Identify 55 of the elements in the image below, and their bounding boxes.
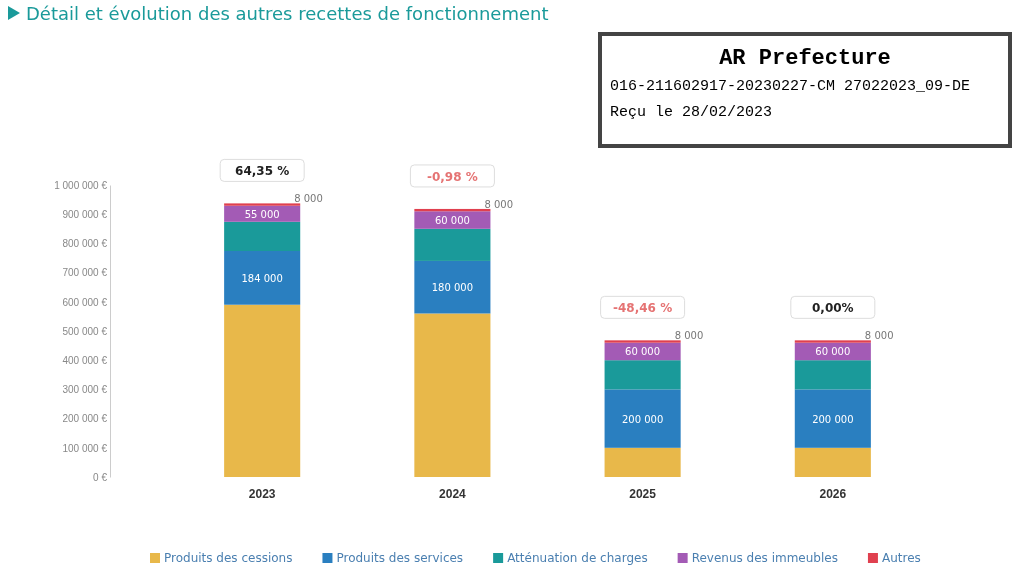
y-tick-label: 500 000 € [62, 325, 108, 337]
text: 016-211602917-20230227-CM 27022023_09-DE [610, 78, 971, 95]
data-label: 200 000 [621, 413, 664, 425]
y-tick-label: 0 € [93, 471, 108, 483]
x-tick-label: 2023 [248, 487, 276, 501]
annotation: -0,98 % [426, 169, 478, 184]
y-tick-label: 600 000 € [62, 296, 108, 308]
x-tick-label: 2024 [439, 487, 467, 501]
annotation: -48,46 % [613, 301, 673, 316]
bar [414, 313, 491, 477]
data-label: 184 000 [241, 272, 283, 284]
bar [604, 340, 681, 343]
bar [224, 221, 301, 251]
bar [224, 203, 301, 206]
y-tick-label: 300 000 € [62, 384, 108, 396]
data-label: 8 000 [484, 198, 514, 210]
data-label: 8 000 [674, 330, 704, 342]
data-label: 180 000 [431, 282, 474, 294]
bar [414, 260, 491, 314]
data-label: 60 000 [625, 346, 661, 358]
bar [604, 389, 681, 448]
annotation: 64,35 % [235, 164, 290, 179]
y-tick-label: 800 000 € [62, 238, 108, 250]
legend-label: Atténuation de charges [507, 551, 648, 565]
y-tick-label: 700 000 € [62, 267, 108, 279]
legend-label: Autres [881, 551, 921, 565]
text: Reçu le 28/02/2023 [610, 104, 773, 121]
y-tick-label: 400 000 € [62, 354, 108, 366]
bar [794, 360, 871, 390]
data-label: 60 000 [434, 215, 470, 227]
y-tick-label: 200 000 € [62, 413, 108, 425]
bar [794, 447, 871, 477]
bar [794, 389, 871, 448]
data-label: 8 000 [294, 193, 323, 205]
bar [414, 228, 491, 261]
bar [794, 340, 871, 343]
y-tick-label: 100 000 € [62, 442, 108, 454]
legend-label: Revenus des immeubles [691, 551, 838, 565]
x-tick-label: 2025 [629, 487, 657, 501]
data-label: 200 000 [812, 413, 854, 425]
legend-label: Produits des cessions [164, 551, 293, 565]
y-tick-label: 1 000 000 € [54, 179, 108, 191]
bar [604, 447, 681, 477]
data-label: 60 000 [815, 346, 851, 358]
bar [604, 360, 681, 390]
data-label: 55 000 [244, 208, 280, 220]
chart-title: Détail et évolution des autres recettes de fonctionnement [26, 3, 549, 24]
bar [224, 250, 301, 305]
y-tick-label: 900 000 € [62, 208, 108, 220]
x-tick-label: 2026 [819, 487, 847, 501]
data-label: 8 000 [864, 330, 894, 342]
legend-label: Produits des services [336, 551, 464, 565]
text: AR Prefecture [719, 46, 891, 71]
bar [224, 304, 301, 477]
annotation: 0,00% [812, 301, 854, 316]
